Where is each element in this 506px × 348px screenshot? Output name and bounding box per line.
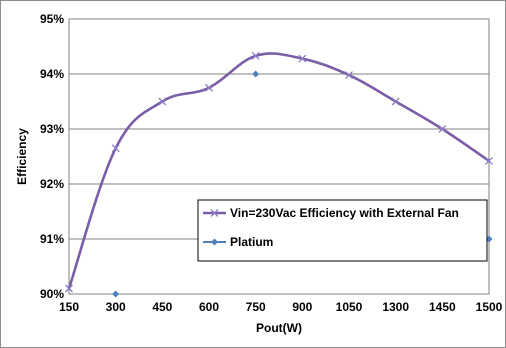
y-tick-label: 92%: [40, 177, 64, 191]
series-platium-point: [252, 70, 260, 78]
y-tick-label: 93%: [40, 122, 64, 136]
x-tick-label: 150: [59, 300, 79, 314]
x-marker-stroke: [251, 51, 260, 60]
x-tick-labels: 150 300 450 600 750 900 1050 1300 1450 1500: [59, 300, 503, 314]
series-platium-point: [112, 290, 120, 298]
x-tick-label: 900: [292, 300, 312, 314]
x-tick-label: 750: [246, 300, 266, 314]
x-marker-stroke: [210, 209, 219, 217]
legend-marker-platium: [211, 238, 218, 246]
series-efficiency-point: [205, 83, 213, 92]
x-marker-stroke: [111, 144, 120, 153]
y-tick-labels: 90% 91% 92% 93% 94% 95%: [40, 12, 64, 301]
x-marker-stroke: [391, 97, 400, 106]
y-axis-label: Efficiency: [15, 128, 29, 185]
legend-label-platium: Platium: [230, 235, 273, 249]
x-marker-stroke: [485, 156, 493, 165]
x-tick-label: 1500: [476, 300, 503, 314]
y-tick-label: 95%: [40, 12, 64, 26]
x-axis-label: Pout(W): [256, 321, 302, 335]
series-efficiency-point: [251, 51, 260, 60]
x-marker-stroke: [65, 284, 73, 293]
x-tick-label: 600: [199, 300, 219, 314]
x-tick-label: 1450: [429, 300, 456, 314]
x-marker-stroke: [205, 83, 213, 92]
series-efficiency-point: [438, 125, 447, 133]
x-tick-label: 300: [106, 300, 126, 314]
x-marker-stroke: [158, 97, 167, 106]
legend-box: [197, 199, 488, 262]
series-efficiency-point: [298, 54, 307, 63]
series-efficiency-point: [111, 144, 120, 153]
series-efficiency-point: [158, 97, 167, 106]
series-efficiency-point: [485, 156, 493, 165]
x-tick-label: 450: [152, 300, 172, 314]
series-layer: [65, 51, 493, 298]
x-marker-stroke: [438, 125, 447, 133]
series-efficiency-point: [345, 71, 353, 80]
y-tick-label: 91%: [40, 232, 64, 246]
series-efficiency-point: [391, 97, 400, 106]
legend: Vin=230Vac Efficiency with External Fan P…: [197, 199, 488, 262]
legend-label-efficiency: Vin=230Vac Efficiency with External Fan: [230, 206, 459, 220]
series-efficiency-point: [65, 284, 73, 293]
x-tick-label: 1050: [336, 300, 363, 314]
legend-marker-efficiency: [210, 209, 219, 217]
y-tick-label: 94%: [40, 67, 64, 81]
y-tick-label: 90%: [40, 287, 64, 301]
x-marker-stroke: [345, 71, 353, 80]
plot-area: [68, 18, 490, 295]
x-marker-stroke: [298, 54, 307, 63]
x-tick-label: 1300: [382, 300, 409, 314]
